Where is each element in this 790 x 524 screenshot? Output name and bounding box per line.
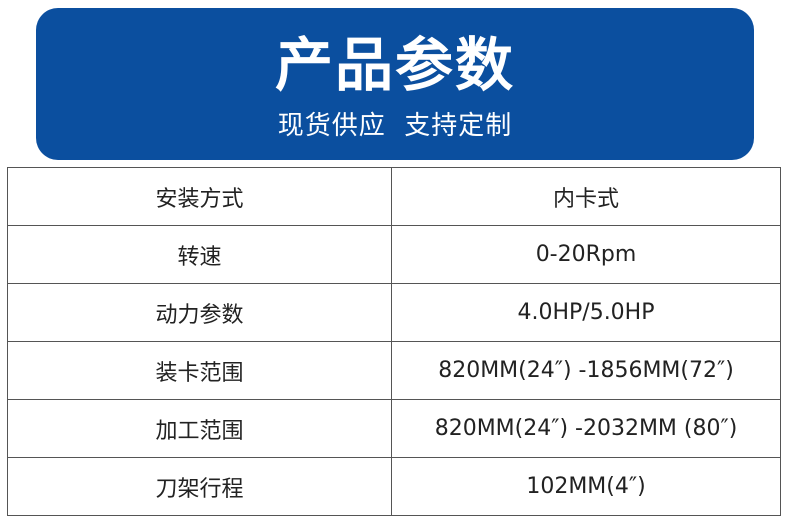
table-row: 加工范围 820MM(24″) -2032MM (80″) bbox=[7, 399, 781, 458]
spec-value: 820MM(24″) -2032MM (80″) bbox=[391, 399, 781, 458]
header-banner: 产品参数 现货供应 支持定制 bbox=[36, 8, 754, 160]
table-row: 安装方式 内卡式 bbox=[7, 167, 781, 226]
page-title: 产品参数 bbox=[274, 31, 515, 99]
spec-label: 加工范围 bbox=[7, 399, 392, 458]
spec-label: 动力参数 bbox=[7, 283, 392, 342]
spec-label: 装卡范围 bbox=[7, 341, 392, 400]
spec-label: 转速 bbox=[7, 225, 392, 284]
spec-label: 安装方式 bbox=[7, 167, 392, 226]
spec-value: 102MM(4″) bbox=[391, 457, 781, 516]
spec-value: 4.0HP/5.0HP bbox=[391, 283, 781, 342]
page-subtitle: 现货供应 支持定制 bbox=[277, 111, 513, 141]
table-row: 刀架行程 102MM(4″) bbox=[7, 457, 781, 516]
table-row: 动力参数 4.0HP/5.0HP bbox=[7, 283, 781, 342]
spec-table: 安装方式 内卡式 转速 0-20Rpm 动力参数 4.0HP/5.0HP 装卡范围 82… bbox=[7, 167, 781, 516]
table-row: 转速 0-20Rpm bbox=[7, 225, 781, 284]
spec-value: 0-20Rpm bbox=[391, 225, 781, 284]
spec-value: 内卡式 bbox=[391, 167, 781, 226]
spec-value: 820MM(24″) -1856MM(72″) bbox=[391, 341, 781, 400]
spec-label: 刀架行程 bbox=[7, 457, 392, 516]
table-row: 装卡范围 820MM(24″) -1856MM(72″) bbox=[7, 341, 781, 400]
